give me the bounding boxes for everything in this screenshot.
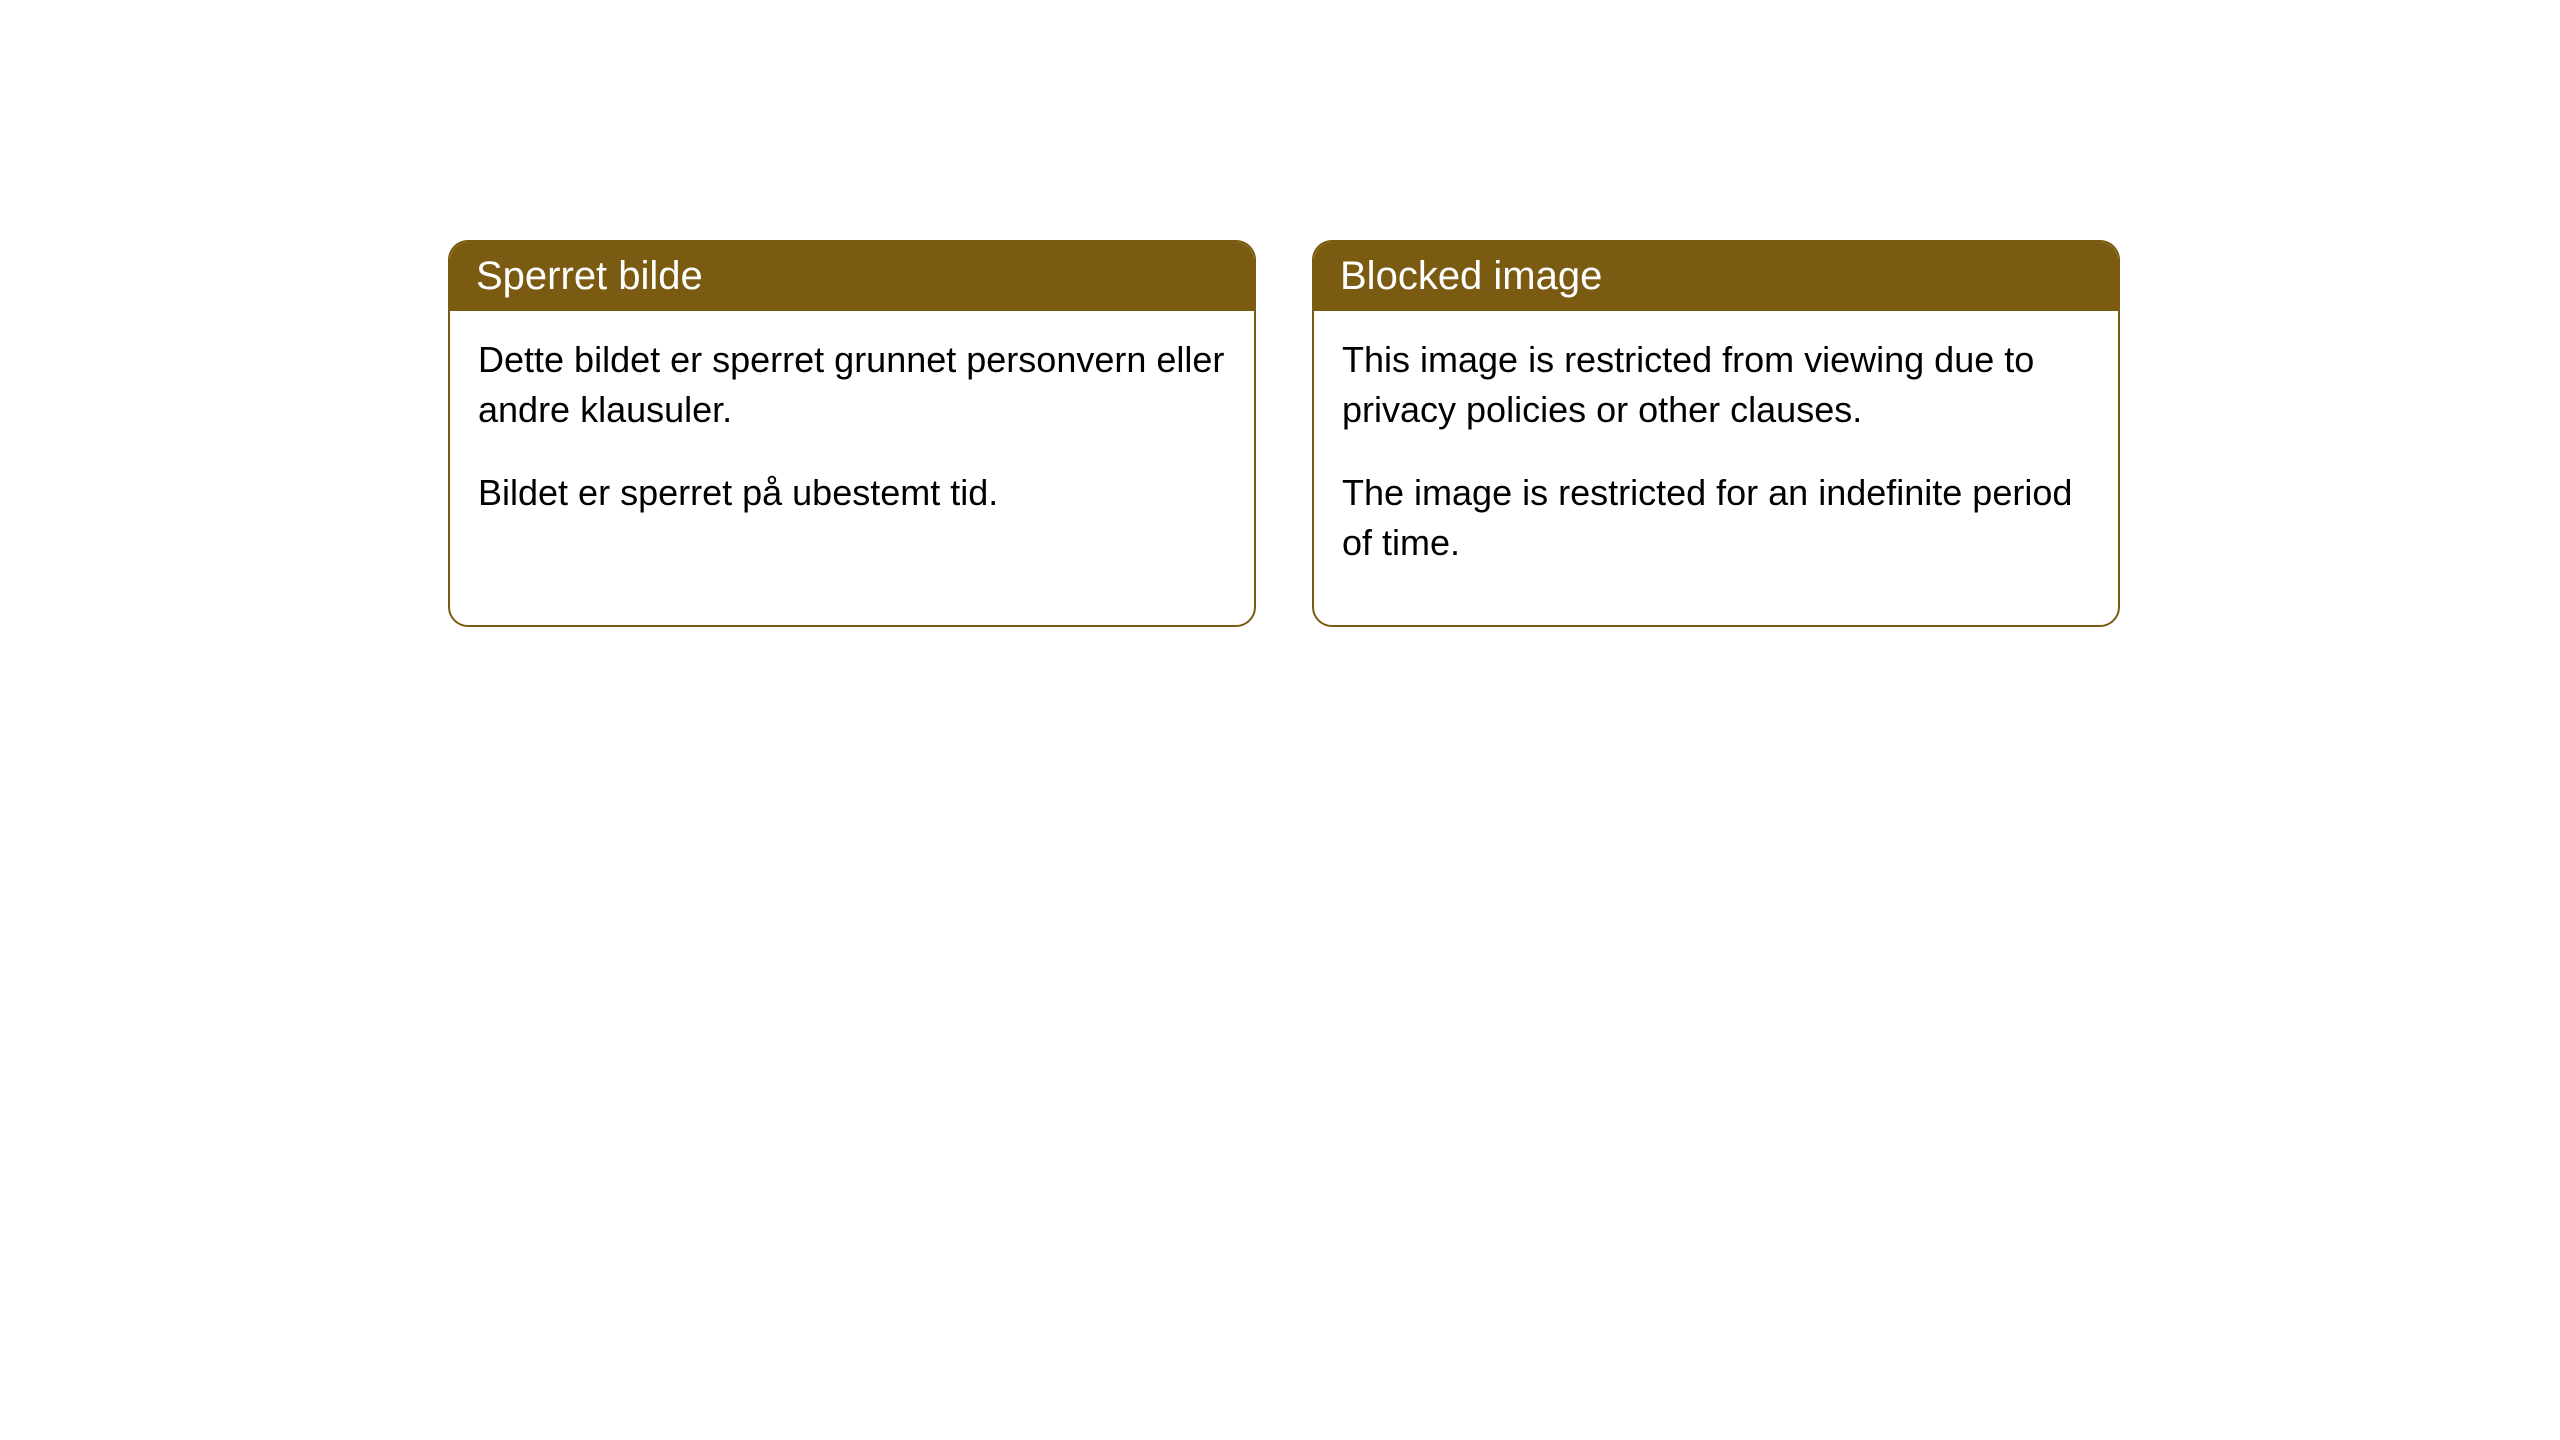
card-paragraph-2: Bildet er sperret på ubestemt tid.: [478, 468, 1226, 518]
cards-container: Sperret bilde Dette bildet er sperret gr…: [448, 240, 2120, 627]
card-header-norwegian: Sperret bilde: [450, 242, 1254, 311]
card-body-norwegian: Dette bildet er sperret grunnet personve…: [450, 311, 1254, 574]
card-paragraph-2: The image is restricted for an indefinit…: [1342, 468, 2090, 569]
card-body-english: This image is restricted from viewing du…: [1314, 311, 2118, 625]
card-header-english: Blocked image: [1314, 242, 2118, 311]
card-paragraph-1: This image is restricted from viewing du…: [1342, 335, 2090, 436]
card-paragraph-1: Dette bildet er sperret grunnet personve…: [478, 335, 1226, 436]
card-title: Blocked image: [1340, 254, 1602, 298]
blocked-image-card-norwegian: Sperret bilde Dette bildet er sperret gr…: [448, 240, 1256, 627]
blocked-image-card-english: Blocked image This image is restricted f…: [1312, 240, 2120, 627]
card-title: Sperret bilde: [476, 254, 703, 298]
